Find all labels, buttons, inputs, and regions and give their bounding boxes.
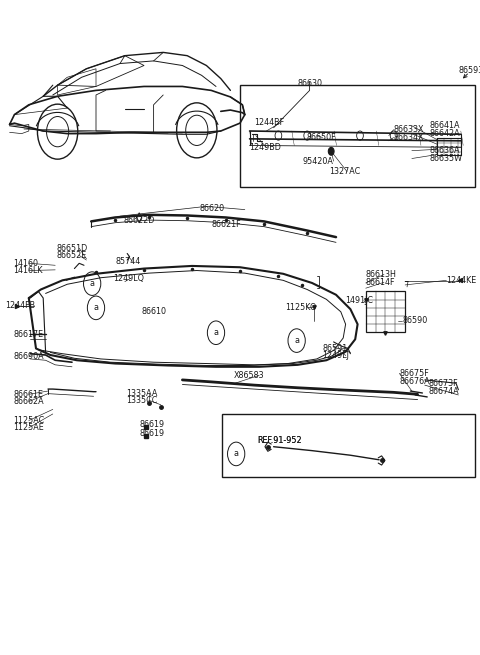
Text: 86676A: 86676A	[399, 377, 430, 386]
Text: 86621F: 86621F	[211, 220, 241, 229]
Text: 86630: 86630	[298, 79, 323, 88]
Text: 86674A: 86674A	[429, 386, 459, 396]
Text: 1491JC: 1491JC	[346, 296, 373, 305]
Text: 86634X: 86634X	[394, 133, 424, 142]
Text: 86590: 86590	[402, 316, 428, 326]
Text: a: a	[234, 449, 239, 458]
Text: 86619: 86619	[139, 429, 164, 438]
Text: 14160: 14160	[13, 259, 38, 268]
Text: 86610: 86610	[142, 307, 167, 316]
Text: 1335AA: 1335AA	[126, 388, 157, 398]
Text: 85744: 85744	[115, 257, 141, 266]
Text: 1249LQ: 1249LQ	[113, 274, 144, 283]
Text: 86652E: 86652E	[57, 251, 87, 260]
Text: 86622D: 86622D	[124, 215, 155, 225]
Text: 86673F: 86673F	[429, 379, 458, 388]
Text: 1335CC: 1335CC	[126, 396, 157, 405]
Text: a: a	[94, 303, 98, 312]
Text: 1244BF: 1244BF	[254, 118, 285, 127]
Text: 1249LJ: 1249LJ	[323, 351, 349, 360]
Text: 1416LK: 1416LK	[13, 266, 43, 275]
Text: 86613H: 86613H	[366, 270, 396, 279]
Text: a: a	[90, 279, 95, 288]
Text: a: a	[294, 336, 299, 345]
Text: 86620: 86620	[199, 204, 224, 213]
Text: 86593A: 86593A	[458, 66, 480, 75]
Text: 86635W: 86635W	[430, 154, 463, 163]
Circle shape	[328, 147, 334, 155]
Text: 86675F: 86675F	[399, 369, 429, 378]
Bar	[222, 414, 475, 477]
Text: 86650F: 86650F	[306, 133, 336, 142]
Text: 1327AC: 1327AC	[329, 167, 360, 176]
Text: 1125AC: 1125AC	[13, 416, 45, 425]
Text: 86661E: 86661E	[13, 390, 43, 399]
Bar	[240, 85, 475, 187]
Text: X86583: X86583	[234, 371, 265, 380]
Text: 86617E: 86617E	[13, 329, 44, 339]
Text: 86642A: 86642A	[430, 129, 460, 138]
Bar	[366, 291, 405, 332]
Text: a: a	[214, 328, 218, 337]
Text: REF.91-952: REF.91-952	[257, 436, 301, 445]
Text: 86633X: 86633X	[394, 125, 424, 134]
Text: 1125AE: 1125AE	[13, 423, 44, 432]
Text: 86662A: 86662A	[13, 397, 44, 406]
Text: 86690A: 86690A	[13, 352, 44, 362]
Text: 95420A: 95420A	[302, 157, 333, 166]
Text: 1249BD: 1249BD	[250, 143, 281, 152]
Text: 86641A: 86641A	[430, 121, 460, 130]
Text: 1244KE: 1244KE	[446, 276, 477, 285]
Text: 86636A: 86636A	[430, 146, 460, 155]
Text: 86614F: 86614F	[366, 278, 395, 287]
Text: 86651D: 86651D	[57, 244, 88, 253]
Text: 86619: 86619	[139, 420, 164, 429]
Text: REF.91-952: REF.91-952	[257, 436, 301, 445]
Text: 86591: 86591	[323, 344, 348, 353]
Text: 1125KO: 1125KO	[286, 303, 317, 312]
Text: 1244FB: 1244FB	[5, 301, 35, 310]
